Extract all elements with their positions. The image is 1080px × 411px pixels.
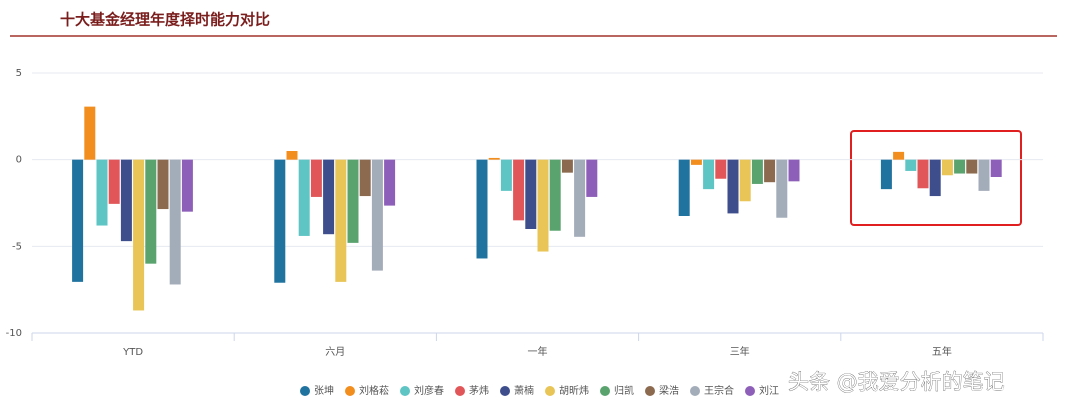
legend-label: 刘江 (759, 385, 779, 397)
legend-label: 刘格菘 (359, 384, 389, 397)
bar (574, 159, 586, 237)
bar (169, 159, 181, 285)
y-tick-label: 5 (16, 68, 22, 79)
bar (488, 157, 500, 160)
bar (323, 159, 335, 235)
legend-marker (545, 386, 555, 396)
bar (776, 159, 788, 218)
bar (513, 159, 525, 221)
bar (525, 159, 537, 229)
legend-marker (300, 386, 310, 396)
bar (788, 159, 800, 182)
bar (727, 159, 739, 214)
bar (893, 151, 905, 160)
bar (274, 159, 286, 283)
bar (715, 159, 727, 179)
highlight-box (850, 130, 1022, 226)
legend-label: 刘彦春 (414, 384, 444, 397)
legend-label: 归凯 (614, 384, 634, 397)
bar (384, 159, 396, 206)
bar (549, 159, 561, 231)
bar (978, 159, 990, 191)
legend-label: 王宗合 (704, 384, 734, 397)
bar (703, 159, 715, 190)
bar (298, 159, 310, 236)
bar (561, 159, 573, 173)
bar (905, 159, 917, 171)
legend-marker (690, 386, 700, 396)
chart-title: 十大基金经理年度择时能力对比 (60, 11, 270, 29)
bar (145, 159, 157, 264)
bar (181, 159, 193, 212)
y-tick-label: -5 (12, 241, 22, 252)
bar (954, 159, 966, 174)
bar (941, 159, 953, 176)
bar (966, 159, 978, 174)
bar (690, 159, 702, 165)
bar (739, 159, 751, 202)
watermark: 头条 @我爱分析的笔记 (788, 370, 1005, 394)
legend-marker (600, 386, 610, 396)
bar (929, 159, 941, 197)
bar (335, 159, 347, 282)
legend-marker (745, 386, 755, 396)
bar (84, 106, 96, 160)
bar (476, 159, 488, 259)
legend-label: 茅炜 (469, 384, 489, 397)
bar (537, 159, 549, 252)
x-tick-label: 三年 (730, 345, 750, 358)
bar (157, 159, 169, 210)
legend-label: 梁浩 (659, 384, 679, 397)
bar (310, 159, 322, 197)
legend-marker (455, 386, 465, 396)
bar (120, 159, 132, 242)
x-tick-label: YTD (122, 347, 143, 358)
bar (990, 159, 1002, 177)
bar (371, 159, 383, 271)
legend-label: 萧楠 (514, 384, 534, 397)
bar (72, 159, 84, 282)
bar (286, 151, 298, 160)
bar (751, 159, 763, 184)
bar (678, 159, 690, 216)
bar (764, 159, 776, 183)
x-tick-label: 六月 (325, 346, 345, 358)
legend-marker (500, 386, 510, 396)
bar (917, 159, 929, 189)
bar (347, 159, 359, 243)
bar (133, 159, 145, 311)
bar (500, 159, 512, 191)
legend-marker (400, 386, 410, 396)
bar (359, 159, 371, 197)
bar (586, 159, 598, 197)
bar (96, 159, 108, 226)
y-tick-label: 0 (16, 155, 22, 166)
x-tick-label: 一年 (528, 345, 548, 358)
bar (880, 159, 892, 190)
legend-label: 胡昕炜 (559, 384, 589, 397)
legend-marker (345, 386, 355, 396)
bar (108, 159, 120, 204)
x-tick-label: 五年 (932, 345, 952, 358)
legend-marker (645, 386, 655, 396)
y-tick-label: -10 (6, 328, 22, 339)
legend-label: 张坤 (314, 384, 334, 397)
